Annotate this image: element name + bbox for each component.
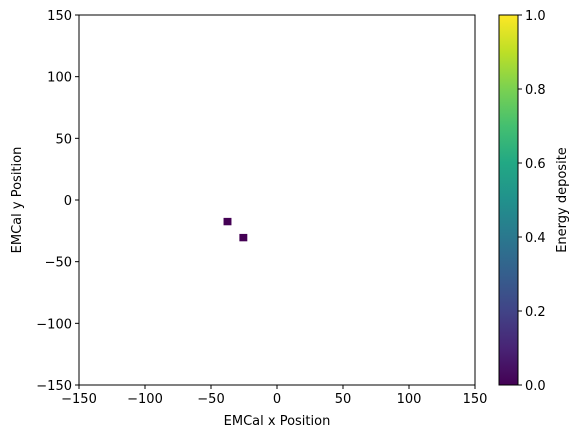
heatmap-cell xyxy=(239,233,248,242)
colorbar-gradient xyxy=(499,15,518,385)
x-axis-label: EMCal x Position xyxy=(224,414,331,429)
y-tick-label: 0 xyxy=(64,194,72,209)
y-tick-label: −100 xyxy=(36,317,72,332)
x-tick-label: 50 xyxy=(335,392,352,407)
plot-background xyxy=(79,15,475,385)
colorbar-tick-label: 0.0 xyxy=(525,379,546,394)
heatmap-cells xyxy=(223,217,248,242)
x-tick-label: −100 xyxy=(127,392,163,407)
colorbar-ticks: 0.0 0.2 0.4 0.6 0.8 1.0 xyxy=(518,9,546,394)
x-axis-ticks: −150 −100 −50 0 50 100 150 xyxy=(61,385,487,407)
colorbar-frame xyxy=(498,14,519,386)
colorbar-tick-label: 0.6 xyxy=(525,157,546,172)
x-tick-label: 100 xyxy=(397,392,422,407)
colorbar: 0.0 0.2 0.4 0.6 0.8 1.0 Energy deposite xyxy=(498,9,570,394)
y-axis-ticks: −150 −100 −50 0 50 100 150 xyxy=(36,9,79,394)
y-tick-label: 150 xyxy=(47,9,72,24)
colorbar-tick-label: 0.4 xyxy=(525,231,546,246)
colorbar-tick-label: 1.0 xyxy=(525,9,546,24)
y-tick-label: 100 xyxy=(47,71,72,86)
colorbar-tick-label: 0.2 xyxy=(525,305,546,320)
x-tick-label: −50 xyxy=(197,392,224,407)
colorbar-tick-label: 0.8 xyxy=(525,83,546,98)
y-tick-label: −150 xyxy=(36,379,72,394)
y-axis-label: EMCal y Position xyxy=(10,147,25,254)
y-tick-label: 50 xyxy=(55,132,72,147)
x-tick-label: 150 xyxy=(463,392,488,407)
colorbar-label: Energy deposite xyxy=(555,147,570,253)
y-tick-label: −50 xyxy=(45,256,72,271)
x-tick-label: −150 xyxy=(61,392,97,407)
heatmap-cell xyxy=(223,217,232,226)
x-tick-label: 0 xyxy=(273,392,281,407)
plot-area: −150 −100 −50 0 50 100 150 −150 −100 −50 0 50 100 15… xyxy=(10,9,487,429)
